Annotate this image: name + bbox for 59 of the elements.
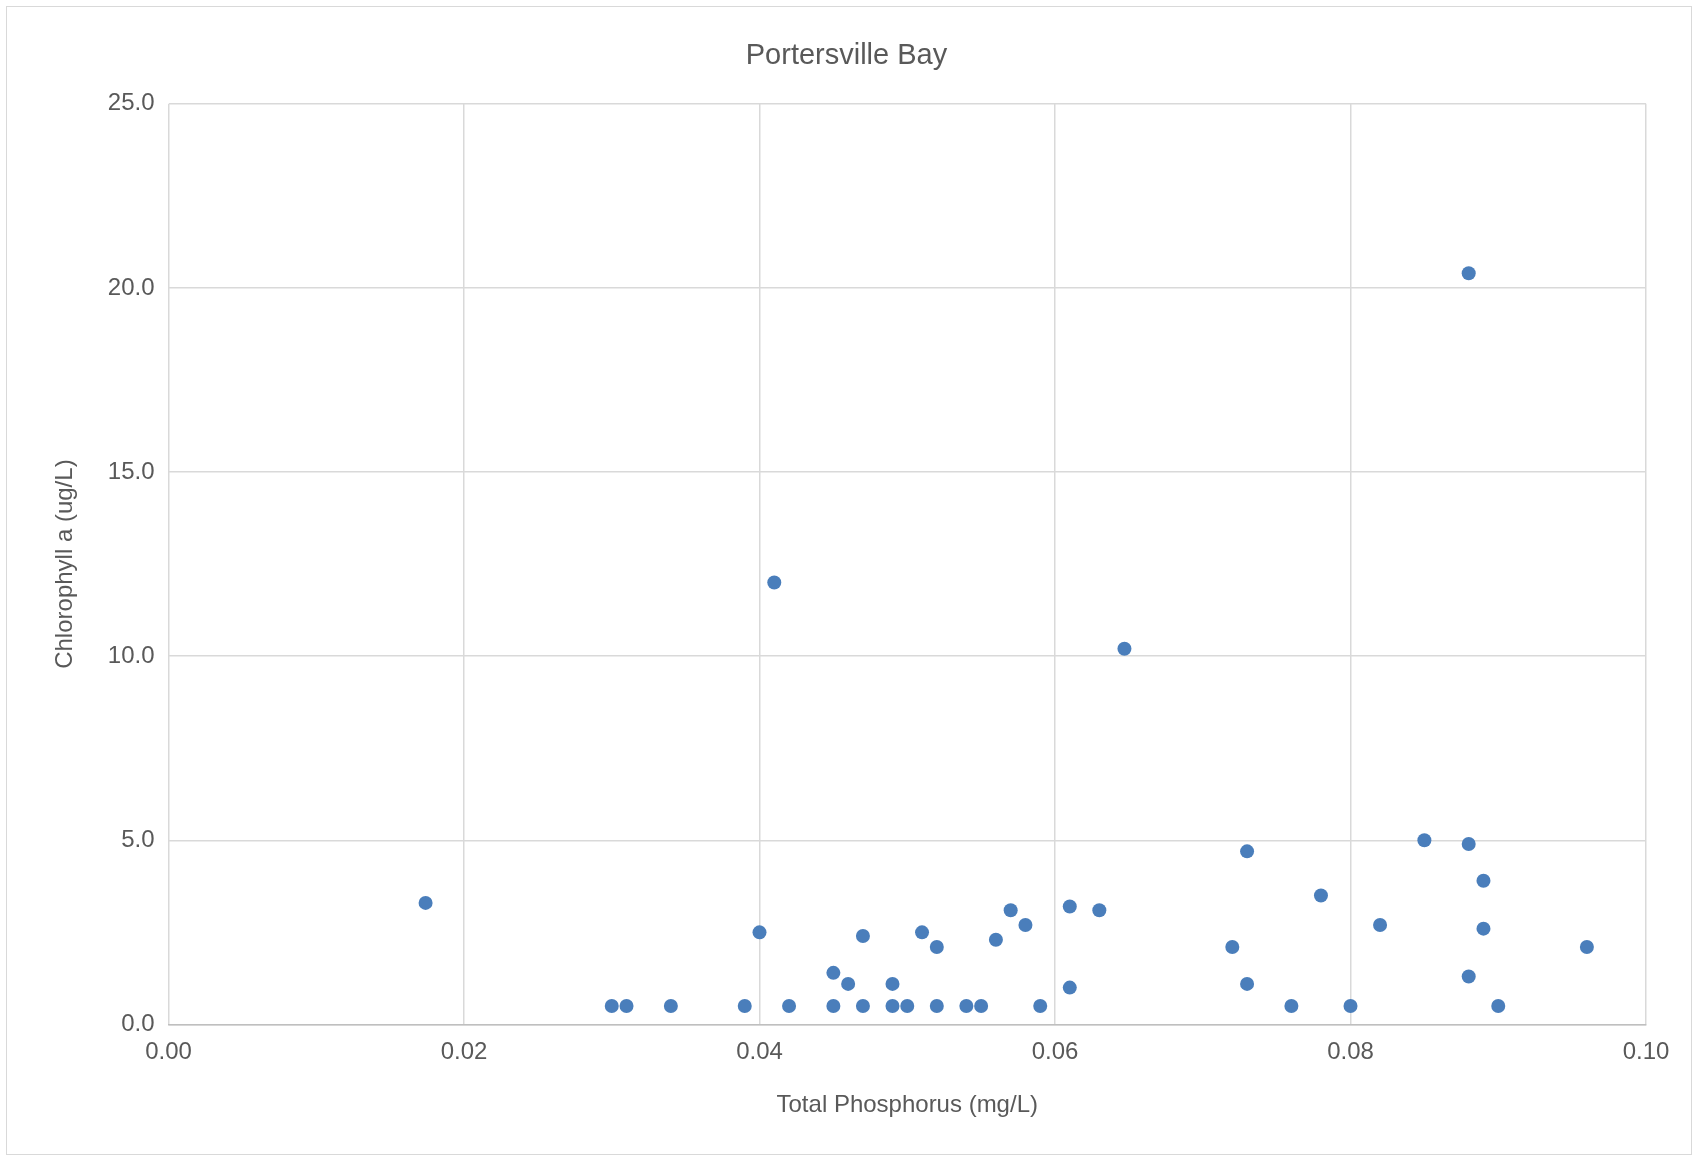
point (1240, 844, 1255, 859)
point (959, 998, 974, 1013)
point (663, 998, 678, 1013)
x-tick-label: 0.10 (1622, 1037, 1670, 1065)
y-tick-label: 25.0 (107, 88, 155, 116)
y-tick-label: 15.0 (107, 456, 155, 484)
point (929, 998, 944, 1013)
point (418, 895, 433, 910)
point (1313, 888, 1328, 903)
point (841, 976, 856, 991)
x-tick-label: 0.00 (145, 1037, 192, 1065)
point (1033, 998, 1048, 1013)
x-tick-label: 0.08 (1327, 1037, 1374, 1065)
point (1461, 969, 1476, 984)
point (1284, 998, 1299, 1013)
point (1062, 980, 1077, 995)
point (1018, 917, 1033, 932)
point (1343, 998, 1358, 1013)
point (900, 998, 915, 1013)
point (929, 940, 944, 955)
point (1240, 976, 1255, 991)
point (782, 998, 797, 1013)
y-tick-label: 10.0 (107, 640, 155, 668)
point (1225, 940, 1240, 955)
point (604, 998, 619, 1013)
x-tick-label: 0.06 (1031, 1037, 1079, 1065)
point (988, 932, 1003, 947)
point (1461, 266, 1476, 281)
point (767, 575, 782, 590)
y-axis-title: Chlorophyll a (ug/L) (50, 459, 78, 669)
point (855, 929, 870, 944)
point (1373, 917, 1388, 932)
point (1117, 641, 1132, 656)
y-tick-label: 0.0 (121, 1009, 155, 1037)
x-axis-title: Total Phosphorus (mg/L) (776, 1090, 1038, 1118)
x-tick-label: 0.04 (736, 1037, 783, 1065)
point (1461, 836, 1476, 851)
point (1579, 940, 1594, 955)
point (619, 998, 634, 1013)
point (885, 998, 900, 1013)
point (974, 998, 989, 1013)
point (1062, 899, 1077, 914)
point (1092, 903, 1107, 918)
point (826, 998, 841, 1013)
chart-title: Portersville Bay (745, 38, 948, 71)
point (752, 925, 767, 940)
y-tick-label: 20.0 (107, 272, 155, 300)
point (855, 998, 870, 1013)
point (1003, 903, 1018, 918)
point (885, 976, 900, 991)
point (915, 925, 930, 940)
point (1491, 998, 1506, 1013)
point (826, 965, 841, 980)
point (1476, 873, 1491, 888)
point (1417, 833, 1432, 848)
point (737, 998, 752, 1013)
point (1476, 921, 1491, 936)
y-tick-label: 5.0 (121, 824, 155, 852)
x-tick-label: 0.02 (440, 1037, 488, 1065)
